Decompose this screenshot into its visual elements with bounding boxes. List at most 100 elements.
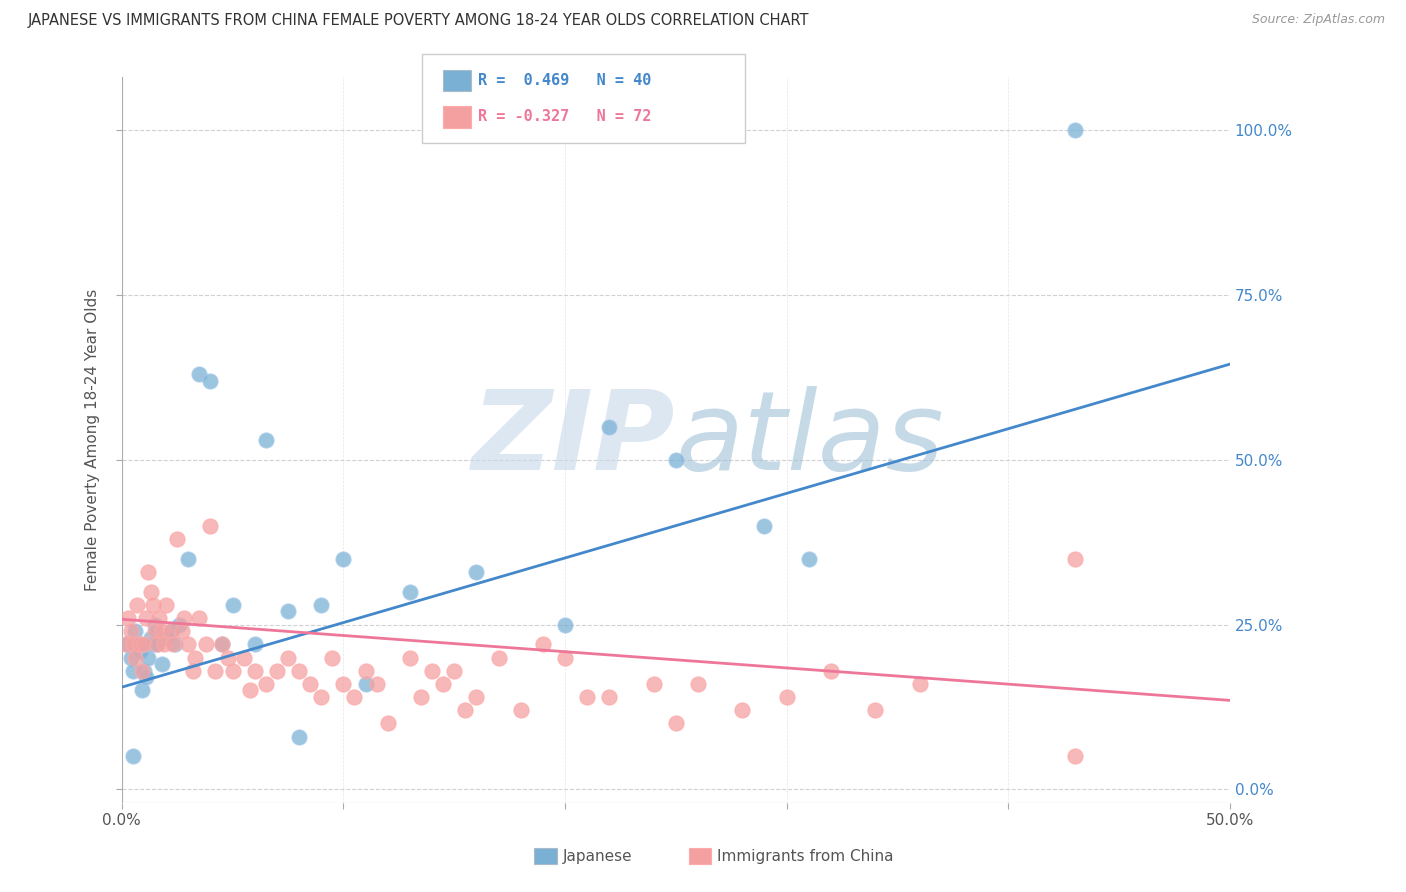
Point bbox=[465, 565, 488, 579]
Point bbox=[124, 650, 146, 665]
Point bbox=[243, 664, 266, 678]
Point bbox=[232, 650, 254, 665]
Point bbox=[443, 664, 465, 678]
Point bbox=[299, 677, 322, 691]
Point bbox=[354, 664, 377, 678]
Point bbox=[377, 716, 399, 731]
Point bbox=[188, 611, 211, 625]
Point bbox=[200, 374, 222, 388]
Point bbox=[173, 611, 195, 625]
Text: Japanese: Japanese bbox=[562, 849, 633, 863]
Point bbox=[135, 670, 157, 684]
Point bbox=[288, 730, 311, 744]
Point bbox=[731, 703, 754, 717]
Point bbox=[277, 650, 299, 665]
Point bbox=[153, 637, 176, 651]
Point bbox=[128, 644, 150, 658]
Point bbox=[163, 637, 186, 651]
Point bbox=[211, 637, 233, 651]
Point bbox=[432, 677, 454, 691]
Point bbox=[399, 650, 422, 665]
Text: Source: ZipAtlas.com: Source: ZipAtlas.com bbox=[1251, 13, 1385, 27]
Point bbox=[309, 690, 332, 704]
Point bbox=[254, 433, 277, 447]
Point bbox=[686, 677, 709, 691]
Point bbox=[239, 683, 262, 698]
Point bbox=[120, 650, 142, 665]
Point bbox=[332, 551, 354, 566]
Point bbox=[162, 637, 184, 651]
Point bbox=[1063, 123, 1085, 137]
Point bbox=[454, 703, 477, 717]
Point bbox=[166, 532, 188, 546]
Point bbox=[131, 664, 153, 678]
Point bbox=[120, 624, 142, 639]
Point bbox=[155, 598, 177, 612]
Point bbox=[128, 637, 150, 651]
Point bbox=[1063, 749, 1085, 764]
Point bbox=[142, 598, 165, 612]
Point bbox=[221, 598, 243, 612]
Point bbox=[343, 690, 366, 704]
Point bbox=[1063, 551, 1085, 566]
Point bbox=[124, 624, 146, 639]
Point bbox=[188, 367, 211, 381]
Point bbox=[277, 604, 299, 618]
Point bbox=[143, 617, 166, 632]
Point bbox=[211, 637, 233, 651]
Point bbox=[509, 703, 531, 717]
Point bbox=[254, 677, 277, 691]
Point bbox=[139, 631, 162, 645]
Point bbox=[115, 637, 138, 651]
Point bbox=[243, 637, 266, 651]
Point bbox=[127, 598, 149, 612]
Point bbox=[288, 664, 311, 678]
Point bbox=[184, 650, 207, 665]
Point bbox=[195, 637, 218, 651]
Point bbox=[170, 624, 193, 639]
Point bbox=[217, 650, 239, 665]
Text: ZIP: ZIP bbox=[472, 386, 676, 493]
Point bbox=[266, 664, 288, 678]
Point bbox=[665, 452, 688, 467]
Point bbox=[155, 631, 177, 645]
Point bbox=[221, 664, 243, 678]
Point bbox=[420, 664, 443, 678]
Point bbox=[643, 677, 665, 691]
Point bbox=[132, 637, 155, 651]
Point bbox=[598, 419, 620, 434]
Point bbox=[354, 677, 377, 691]
Point bbox=[181, 664, 204, 678]
Point bbox=[598, 690, 620, 704]
Point bbox=[159, 624, 181, 639]
Point bbox=[399, 584, 422, 599]
Point bbox=[177, 551, 200, 566]
Point bbox=[665, 716, 688, 731]
Point bbox=[200, 518, 222, 533]
Point bbox=[797, 551, 820, 566]
Point bbox=[135, 611, 157, 625]
Point bbox=[150, 624, 173, 639]
Point bbox=[488, 650, 510, 665]
Point bbox=[122, 749, 145, 764]
Point bbox=[138, 565, 160, 579]
Point bbox=[332, 677, 354, 691]
Point bbox=[139, 584, 162, 599]
Point bbox=[131, 683, 153, 698]
Point bbox=[117, 611, 139, 625]
Point bbox=[554, 650, 576, 665]
Point bbox=[142, 637, 165, 651]
Point bbox=[143, 624, 166, 639]
Point bbox=[321, 650, 343, 665]
Point bbox=[115, 637, 138, 651]
Point bbox=[554, 617, 576, 632]
Text: R =  0.469   N = 40: R = 0.469 N = 40 bbox=[478, 73, 651, 87]
Point bbox=[204, 664, 226, 678]
Y-axis label: Female Poverty Among 18-24 Year Olds: Female Poverty Among 18-24 Year Olds bbox=[86, 289, 100, 591]
Text: atlas: atlas bbox=[676, 386, 945, 493]
Point bbox=[159, 624, 181, 639]
Point bbox=[531, 637, 554, 651]
Point bbox=[146, 637, 169, 651]
Point bbox=[366, 677, 388, 691]
Point bbox=[465, 690, 488, 704]
